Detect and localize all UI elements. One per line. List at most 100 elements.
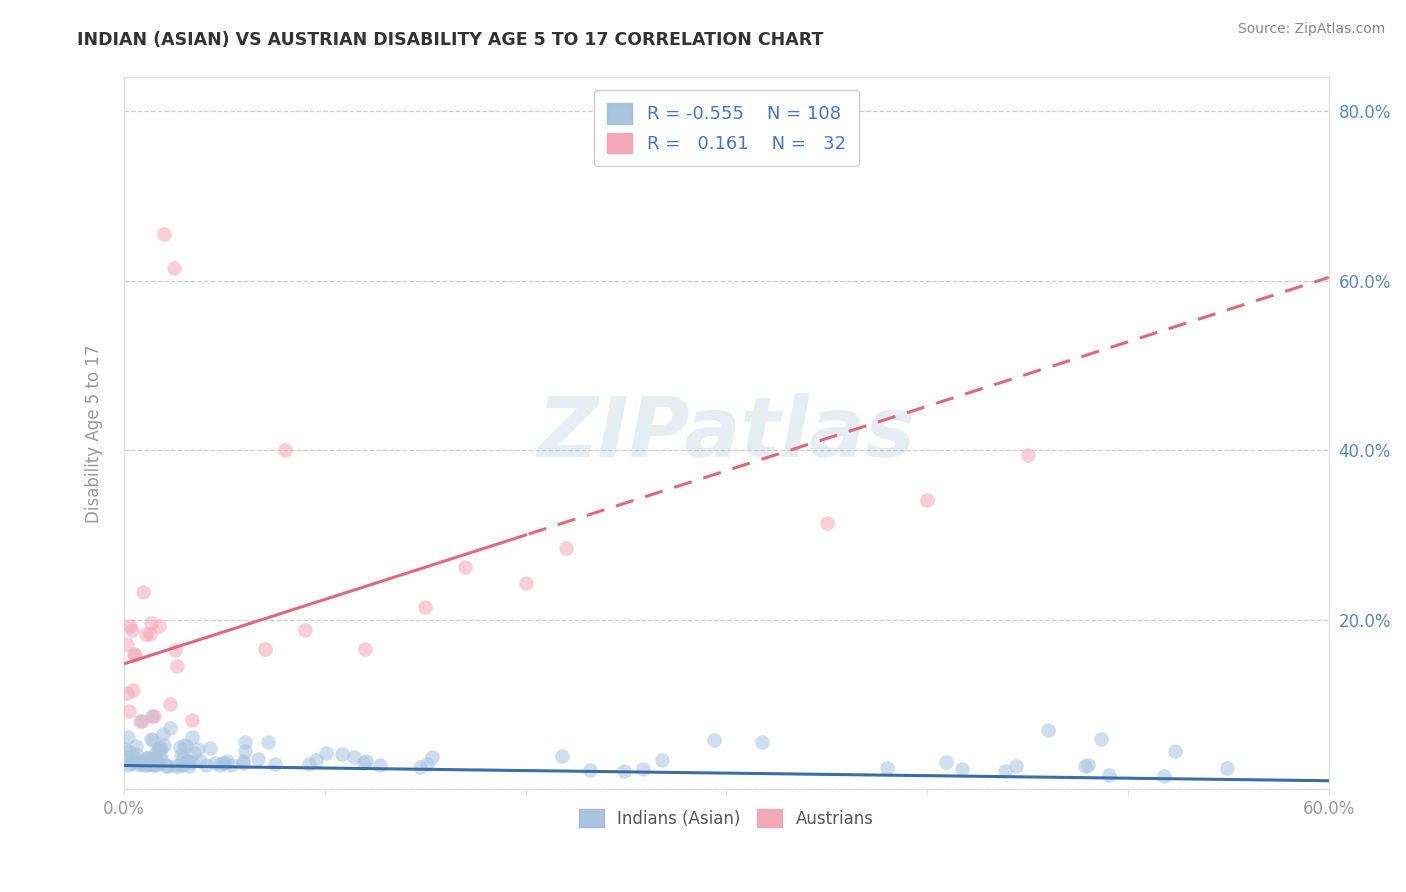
- Point: [141, 709, 163, 723]
- Point: [115, 686, 138, 700]
- Point: [148, 619, 170, 633]
- Point: [142, 752, 165, 766]
- Point: [257, 735, 280, 749]
- Point: [120, 756, 142, 771]
- Point: [143, 758, 166, 772]
- Point: [368, 758, 391, 772]
- Point: [136, 750, 159, 764]
- Point: [950, 763, 973, 777]
- Point: [136, 756, 159, 771]
- Point: [233, 735, 256, 749]
- Point: [148, 740, 170, 755]
- Point: [136, 751, 159, 765]
- Point: [294, 624, 316, 638]
- Point: [150, 749, 173, 764]
- Point: [181, 713, 204, 727]
- Point: [122, 756, 145, 770]
- Point: [1004, 758, 1026, 772]
- Point: [354, 754, 377, 768]
- Point: [1090, 731, 1112, 746]
- Point: [170, 748, 193, 763]
- Point: [1153, 769, 1175, 783]
- Point: [200, 741, 222, 756]
- Point: [118, 704, 141, 718]
- Text: ZIPatlas: ZIPatlas: [537, 392, 915, 474]
- Point: [143, 747, 166, 761]
- Point: [150, 740, 173, 755]
- Point: [153, 227, 176, 242]
- Point: [176, 755, 198, 769]
- Point: [139, 626, 162, 640]
- Point: [751, 735, 773, 749]
- Point: [141, 616, 163, 631]
- Point: [118, 743, 141, 757]
- Point: [165, 642, 187, 657]
- Point: [159, 698, 181, 712]
- Point: [204, 756, 226, 770]
- Point: [353, 756, 375, 771]
- Point: [651, 753, 673, 767]
- Point: [183, 747, 205, 761]
- Point: [159, 722, 181, 736]
- Point: [148, 756, 170, 771]
- Point: [454, 560, 477, 574]
- Point: [170, 756, 193, 771]
- Point: [613, 764, 636, 778]
- Point: [166, 659, 188, 673]
- Point: [146, 742, 169, 756]
- Point: [212, 756, 235, 771]
- Point: [125, 739, 148, 753]
- Point: [124, 648, 146, 662]
- Point: [174, 739, 197, 753]
- Point: [150, 753, 173, 767]
- Point: [208, 758, 231, 772]
- Point: [136, 756, 159, 771]
- Y-axis label: Disability Age 5 to 17: Disability Age 5 to 17: [86, 344, 103, 523]
- Point: [169, 740, 191, 755]
- Point: [163, 759, 186, 773]
- Point: [815, 516, 838, 530]
- Point: [253, 641, 276, 656]
- Point: [232, 754, 254, 768]
- Point: [1164, 743, 1187, 757]
- Point: [703, 733, 725, 747]
- Point: [1038, 723, 1060, 737]
- Point: [112, 752, 135, 766]
- Point: [139, 732, 162, 747]
- Point: [156, 758, 179, 772]
- Point: [124, 647, 146, 661]
- Point: [181, 731, 204, 745]
- Point: [163, 261, 186, 276]
- Point: [232, 756, 254, 770]
- Point: [153, 738, 176, 752]
- Point: [1073, 759, 1095, 773]
- Point: [173, 738, 195, 752]
- Point: [187, 742, 209, 756]
- Point: [124, 747, 146, 762]
- Point: [132, 585, 155, 599]
- Point: [315, 747, 337, 761]
- Point: [413, 600, 436, 615]
- Point: [233, 744, 256, 758]
- Point: [515, 576, 537, 591]
- Point: [122, 749, 145, 764]
- Point: [139, 757, 162, 772]
- Point: [354, 642, 377, 657]
- Text: INDIAN (ASIAN) VS AUSTRIAN DISABILITY AGE 5 TO 17 CORRELATION CHART: INDIAN (ASIAN) VS AUSTRIAN DISABILITY AG…: [77, 31, 824, 49]
- Point: [172, 751, 194, 765]
- Point: [416, 757, 439, 772]
- Point: [330, 747, 353, 762]
- Point: [143, 758, 166, 772]
- Legend: Indians (Asian), Austrians: Indians (Asian), Austrians: [572, 803, 880, 834]
- Point: [135, 757, 157, 772]
- Point: [1017, 448, 1039, 462]
- Point: [305, 753, 328, 767]
- Point: [117, 749, 139, 764]
- Point: [145, 757, 167, 772]
- Point: [142, 733, 165, 747]
- Point: [156, 759, 179, 773]
- Point: [143, 709, 166, 723]
- Point: [219, 757, 242, 772]
- Point: [129, 754, 152, 768]
- Point: [274, 443, 297, 458]
